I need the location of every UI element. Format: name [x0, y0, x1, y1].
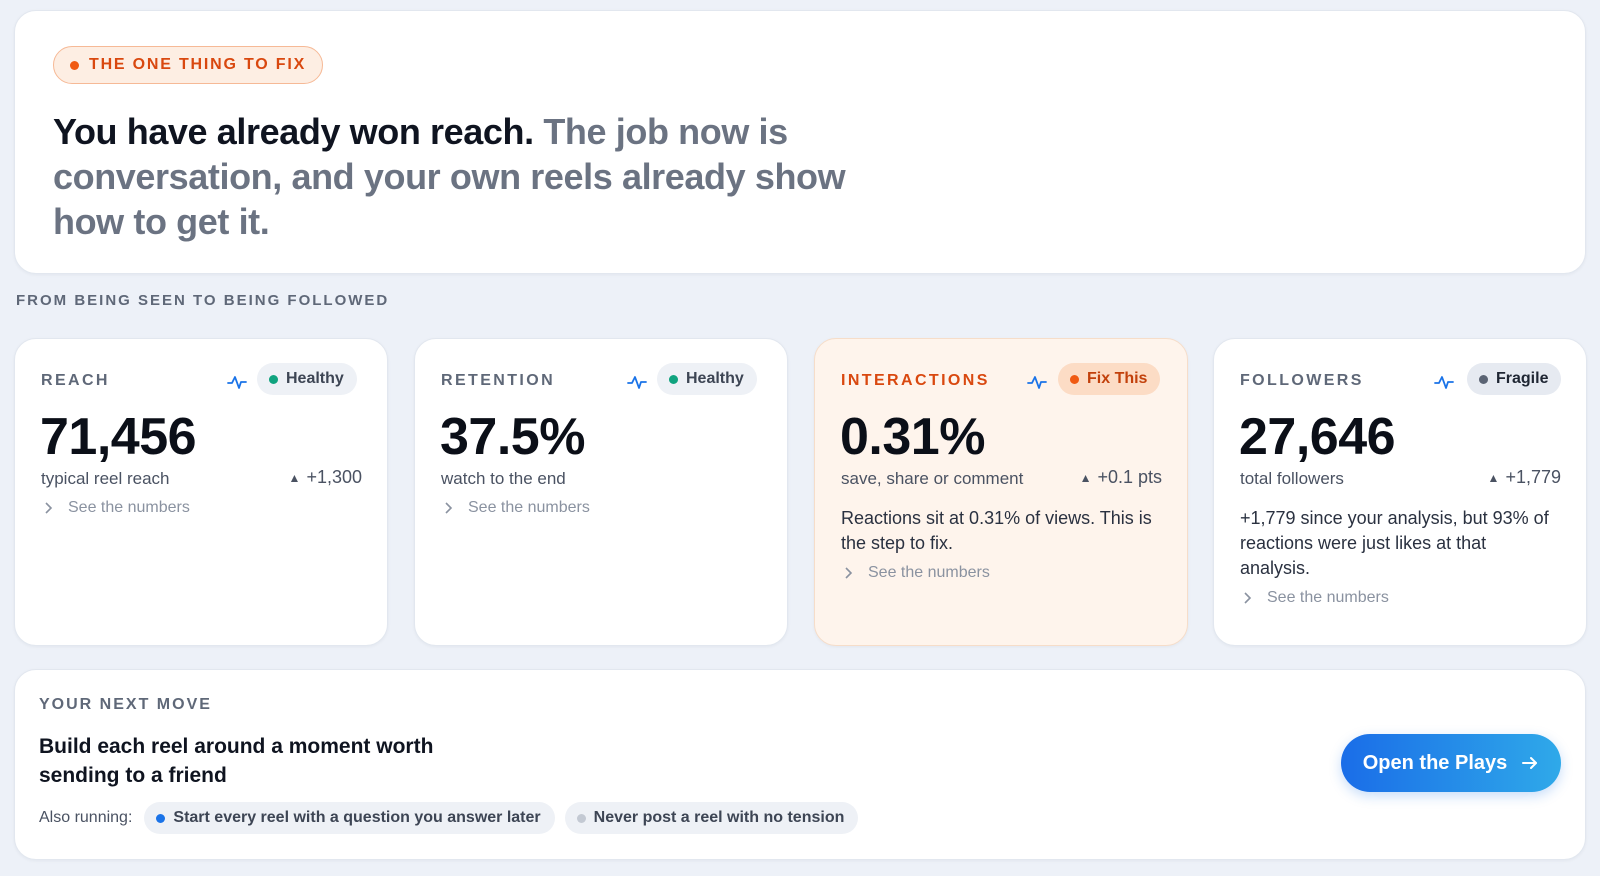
headline-strong: You have already won reach.	[53, 111, 534, 152]
also-running-label: Also running:	[39, 809, 133, 826]
section-label: FROM BEING SEEN TO BEING FOLLOWED	[16, 292, 390, 309]
chip-dot-icon	[156, 813, 166, 823]
chevron-right-icon	[845, 567, 853, 579]
arrow-right-icon	[1522, 757, 1538, 769]
fix-badge: THE ONE THING TO FIX	[53, 46, 324, 84]
metric-subtitle: save, share or comment	[841, 469, 1024, 488]
metric-description: +1,779 since your analysis, but 93% of r…	[1240, 508, 1549, 578]
chip-dot-icon	[576, 813, 586, 823]
metric-subtitle: watch to the end	[441, 469, 566, 488]
see-numbers-link[interactable]: See the numbers	[43, 499, 190, 517]
also-running-chip[interactable]: Never post a reel with no tension	[564, 802, 859, 834]
metric-card-interactions: INTERACTIONS Fix This 0.31% save, share …	[814, 338, 1188, 646]
status-dot-icon	[269, 374, 278, 384]
activity-pulse-icon	[1027, 376, 1047, 389]
metric-delta: ▲ +1,300	[289, 467, 362, 488]
metric-subtitle: total followers	[1240, 469, 1344, 488]
metric-value: 37.5%	[440, 408, 585, 466]
status-label: Fragile	[1496, 370, 1549, 387]
fix-badge-label: THE ONE THING TO FIX	[89, 56, 307, 73]
metric-title: FOLLOWERS	[1240, 372, 1364, 389]
status-label: Healthy	[286, 370, 344, 387]
metric-value: 0.31%	[840, 408, 985, 466]
activity-pulse-icon	[227, 376, 247, 389]
metric-title: RETENTION	[441, 372, 556, 389]
status-dot-icon	[1070, 374, 1079, 384]
metric-delta-value: +0.1 pts	[1097, 467, 1162, 487]
metric-card-retention: RETENTION Healthy 37.5% watch to the end…	[414, 338, 788, 646]
chip-label: Never post a reel with no tension	[593, 809, 845, 826]
status-dot-icon	[1479, 374, 1488, 384]
metric-value: 71,456	[40, 408, 197, 466]
hero-headline: You have already won reach. The job now …	[53, 109, 873, 244]
next-move-card: YOUR NEXT MOVE Build each reel around a …	[14, 669, 1586, 860]
see-numbers-link[interactable]: See the numbers	[443, 499, 590, 517]
chevron-right-icon	[1244, 592, 1252, 604]
hero-card: THE ONE THING TO FIX You have already wo…	[14, 10, 1586, 274]
metric-delta-value: +1,300	[306, 467, 362, 487]
see-numbers-link[interactable]: See the numbers	[843, 564, 990, 582]
open-plays-label: Open the Plays	[1362, 751, 1508, 774]
activity-pulse-icon	[1434, 376, 1454, 389]
next-move-title: YOUR NEXT MOVE	[39, 696, 212, 713]
status-badge: Healthy	[657, 363, 757, 395]
chevron-right-icon	[45, 502, 53, 514]
metric-card-reach: REACH Healthy 71,456 typical reel reach …	[14, 338, 388, 646]
metric-delta-value: +1,779	[1505, 467, 1561, 487]
status-dot-icon	[669, 374, 678, 384]
chip-label: Start every reel with a question you ans…	[173, 809, 541, 826]
next-move-text: Build each reel around a moment worth se…	[39, 735, 434, 787]
chevron-right-icon	[445, 502, 453, 514]
status-badge: Fragile	[1467, 363, 1562, 395]
see-numbers-label: See the numbers	[868, 564, 990, 581]
headline-muted: The job now is conversation, and your ow…	[53, 111, 846, 242]
activity-pulse-icon	[627, 376, 647, 389]
see-numbers-label: See the numbers	[468, 499, 590, 516]
see-numbers-label: See the numbers	[1267, 589, 1389, 606]
metric-delta: ▲ +0.1 pts	[1080, 467, 1162, 488]
status-badge: Healthy	[257, 363, 357, 395]
see-numbers-label: See the numbers	[68, 499, 190, 516]
also-running-chip[interactable]: Start every reel with a question you ans…	[144, 802, 555, 834]
triangle-up-icon: ▲	[288, 470, 301, 485]
metric-value: 27,646	[1239, 408, 1396, 466]
metric-title: REACH	[41, 372, 110, 389]
status-label: Healthy	[686, 370, 744, 387]
triangle-up-icon: ▲	[1487, 470, 1500, 485]
status-badge: Fix This	[1058, 363, 1161, 395]
metric-title: INTERACTIONS	[841, 372, 990, 389]
also-running: Also running: Start every reel with a qu…	[39, 802, 859, 834]
metric-subtitle: typical reel reach	[41, 469, 170, 488]
metric-card-followers: FOLLOWERS Fragile 27,646 total followers…	[1213, 338, 1587, 646]
see-numbers-link[interactable]: See the numbers	[1242, 589, 1389, 607]
metric-delta: ▲ +1,779	[1488, 467, 1561, 488]
open-plays-button[interactable]: Open the Plays	[1341, 734, 1561, 792]
triangle-up-icon: ▲	[1079, 470, 1092, 485]
status-label: Fix This	[1087, 370, 1148, 387]
metric-description: Reactions sit at 0.31% of views. This is…	[841, 508, 1152, 553]
badge-dot-icon	[70, 60, 79, 70]
